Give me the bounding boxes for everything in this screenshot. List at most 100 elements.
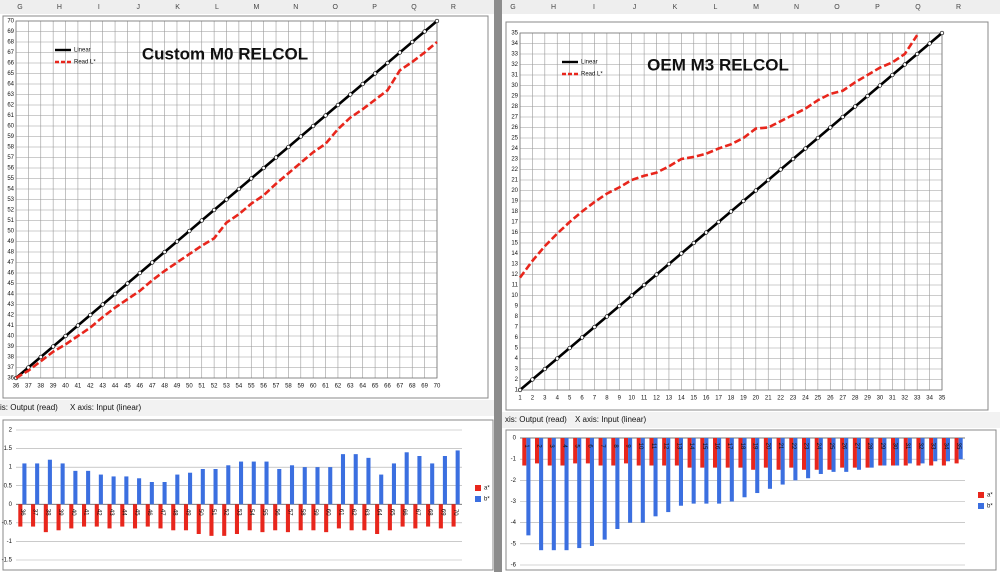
column-header: O [332, 4, 338, 11]
x-tick-label: 18 [728, 396, 735, 402]
y-tick-label: 70 [7, 19, 14, 25]
x-tick-label: 56 [274, 509, 280, 516]
bar [18, 504, 23, 527]
x-tick-label: 24 [815, 443, 821, 450]
bar [98, 474, 103, 505]
bar [417, 456, 422, 505]
x-tick-label: 29 [864, 396, 871, 402]
x-tick-label: 66 [401, 509, 407, 516]
y-tick-label: 30 [511, 83, 518, 89]
x-tick-label: 70 [452, 509, 458, 516]
x-tick-label: 69 [421, 384, 428, 390]
point [902, 62, 907, 67]
x-tick-label: 57 [273, 384, 280, 390]
bar [183, 504, 189, 531]
bar [598, 438, 603, 466]
x-tick-label: 63 [363, 509, 369, 516]
x-tick-label: 15 [690, 396, 697, 402]
column-header: R [956, 4, 961, 11]
bar [856, 438, 861, 470]
point [410, 39, 415, 45]
point [174, 239, 180, 244]
bar [763, 438, 768, 468]
bar [56, 504, 61, 531]
bar [755, 438, 760, 494]
column-header: O [834, 4, 840, 11]
y-tick-label: 8 [515, 314, 519, 320]
bar [285, 504, 290, 533]
y-tick-label: -2 [511, 478, 517, 484]
x-tick-label: 14 [678, 396, 685, 402]
x-tick-label: 68 [427, 509, 433, 516]
bar [560, 438, 565, 466]
point [530, 377, 535, 382]
series-line [15, 41, 438, 380]
bar [878, 438, 883, 466]
x-tick-label: 47 [149, 384, 156, 390]
bar [547, 438, 552, 466]
bar [869, 438, 874, 468]
bar [713, 438, 718, 468]
x-tick-label: 4 [561, 444, 567, 448]
bar [162, 482, 167, 505]
bar [31, 504, 36, 527]
bar [954, 438, 959, 464]
bar [426, 504, 431, 527]
x-tick-label: 66 [384, 384, 391, 390]
y-tick-label: 6 [515, 335, 519, 341]
point [865, 93, 870, 99]
column-header: M [253, 4, 259, 11]
y-tick-label: 54 [7, 187, 14, 193]
bar [929, 438, 934, 466]
point [422, 29, 427, 34]
bar [188, 472, 193, 505]
bar [840, 438, 845, 468]
bar [831, 438, 836, 472]
bar [585, 438, 590, 464]
point [704, 230, 709, 235]
bar [47, 459, 52, 505]
bar [844, 438, 849, 472]
bar [362, 504, 367, 531]
bar [132, 504, 138, 529]
x-tick-label: 22 [790, 443, 796, 450]
x-tick-label: 69 [439, 509, 445, 516]
point [137, 270, 142, 276]
point [50, 344, 56, 349]
bar [60, 463, 65, 505]
bar [239, 461, 244, 505]
y-tick-label: 66 [7, 61, 14, 67]
y-tick-label: -6 [511, 563, 517, 569]
point [778, 167, 783, 172]
y-tick-label: 45 [7, 281, 14, 287]
y-tick-label: -5 [511, 541, 517, 547]
y-tick-label: -1 [511, 457, 517, 463]
x-tick-label: 6 [586, 444, 592, 448]
x-tick-label: 9 [624, 444, 630, 448]
bar [82, 504, 87, 527]
point [915, 51, 920, 57]
bar [589, 438, 594, 546]
point [629, 293, 634, 298]
y-tick-label: 18 [511, 209, 518, 215]
y-tick-label: 31 [511, 73, 518, 79]
x-tick-label: 50 [186, 384, 193, 390]
y-tick-label: 64 [7, 82, 14, 88]
x-tick-label: 15 [701, 443, 707, 450]
y-tick-label: -3 [511, 499, 517, 505]
x-tick-label: 16 [703, 396, 710, 402]
point [877, 83, 883, 88]
series-line [518, 34, 919, 279]
column-header: G [17, 4, 22, 11]
x-tick-label: 27 [839, 396, 846, 402]
x-tick-label: 12 [653, 396, 660, 402]
y-tick-label: 55 [7, 176, 14, 182]
point [517, 387, 523, 393]
x-tick-label: 3 [543, 396, 547, 402]
bar [649, 438, 654, 466]
point [592, 324, 597, 330]
x-tick-label: 64 [359, 384, 366, 390]
y-tick-label: 48 [7, 250, 14, 256]
bar [573, 438, 578, 464]
y-tick-label: 37 [7, 365, 14, 371]
